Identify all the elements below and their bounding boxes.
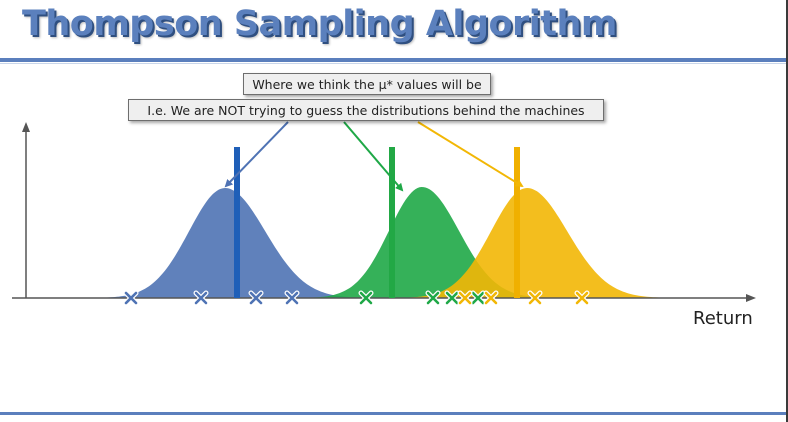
green-trial-marker — [444, 290, 460, 306]
slide-title: Thompson Sampling Algorithm — [22, 4, 617, 44]
green-trial-marker — [358, 290, 374, 306]
yellow-sample-bar — [514, 147, 520, 298]
green-sample-bar — [389, 147, 395, 298]
blue-trial-marker — [123, 290, 139, 306]
blue-sample-bar — [234, 147, 240, 298]
yellow-trial-marker — [483, 290, 499, 306]
green-callout-arrow — [343, 121, 404, 192]
green-distribution-curve — [273, 187, 604, 298]
x-axis-label: Return — [693, 308, 753, 329]
blue-trial-marker — [284, 290, 300, 306]
yellow-trial-marker — [574, 290, 590, 306]
x-axis-arrowhead — [746, 294, 756, 302]
blue-distribution-curve — [63, 188, 423, 298]
window-edge — [786, 0, 788, 422]
axes — [12, 122, 756, 302]
blue-trial-marker — [193, 290, 209, 306]
yellow-distribution-curve — [365, 188, 725, 298]
callout-mu-values: Where we think the μ* values will be — [243, 73, 491, 95]
distribution-curves — [63, 187, 725, 298]
callout-not-guessing: I.e. We are NOT trying to guess the dist… — [128, 99, 604, 121]
yellow-trial-marker — [457, 290, 473, 306]
sampled-value-bars — [234, 147, 520, 298]
title-divider-shadow — [0, 63, 788, 64]
yellow-trial-marker — [527, 290, 543, 306]
bottom-divider — [0, 412, 788, 415]
callout-arrows — [224, 121, 524, 192]
y-axis-arrowhead — [22, 122, 30, 132]
blue-trial-marker — [248, 290, 264, 306]
yellow-callout-arrow — [417, 121, 524, 188]
green-trial-marker — [425, 290, 441, 306]
blue-callout-arrow — [224, 121, 289, 188]
green-trial-marker — [470, 290, 486, 306]
title-divider — [0, 58, 788, 62]
trial-markers — [123, 290, 590, 306]
